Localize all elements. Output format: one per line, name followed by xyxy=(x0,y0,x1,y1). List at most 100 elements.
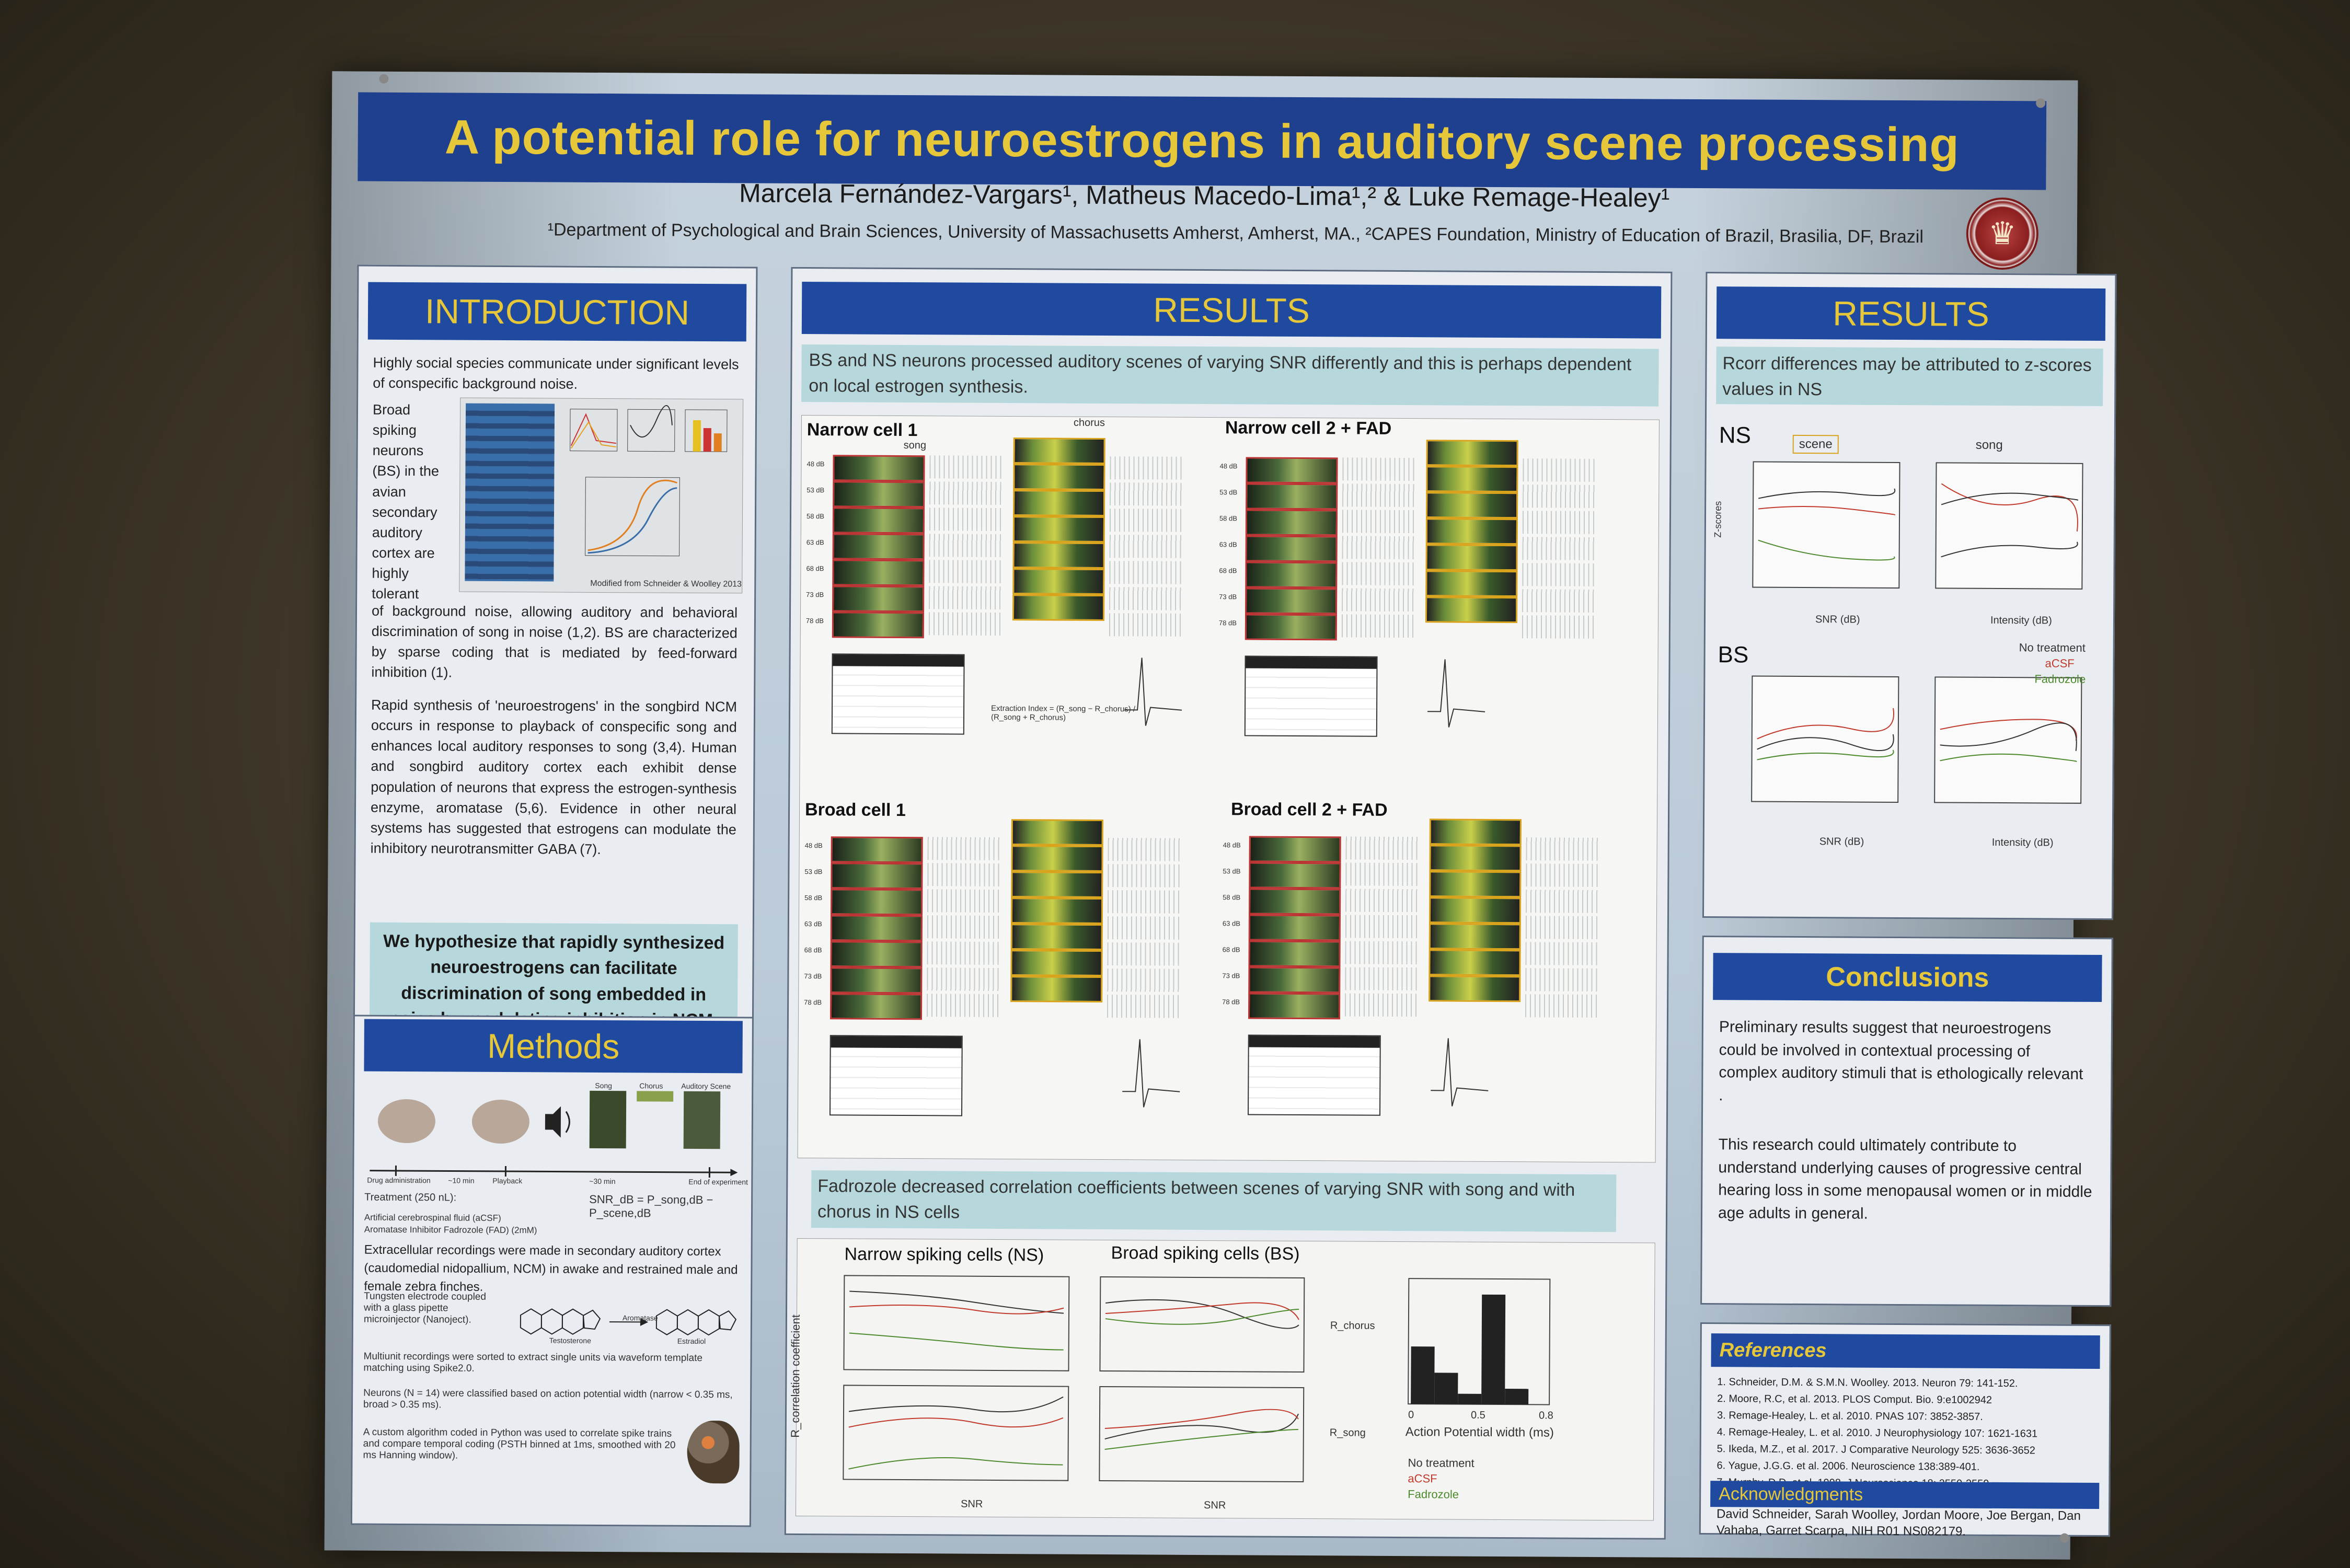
snr-row-label: 63 dB xyxy=(1219,540,1237,549)
snr-row-label: 68 dB xyxy=(806,564,824,573)
snr-row-label: 78 dB xyxy=(1222,998,1240,1006)
finding-1-box: BS and NS neurons processed auditory sce… xyxy=(801,344,1659,407)
chorus-spectrogram xyxy=(1429,818,1522,846)
university-seal-logo: ♛ xyxy=(1966,197,2039,270)
zebra-finch-image xyxy=(687,1420,740,1484)
spike-raster xyxy=(927,967,1000,991)
spike-raster xyxy=(1345,967,1419,991)
spike-raster xyxy=(1522,589,1596,613)
treatment-fad: Aromatase Inhibitor Fadrozole (FAD) (2mM… xyxy=(364,1224,537,1236)
snr-row-label: 58 dB xyxy=(806,512,825,521)
scene-spectrogram xyxy=(1245,561,1338,589)
spike-raster xyxy=(927,863,1001,886)
spike-raster xyxy=(1522,615,1596,639)
spike-raster xyxy=(927,837,1001,860)
scene-spectrogram xyxy=(830,889,923,916)
bs-xlabel-intensity: Intensity (dB) xyxy=(1991,836,2054,849)
methods-paragraph-4: A custom algorithm coded in Python was u… xyxy=(363,1426,676,1461)
spike-raster xyxy=(927,889,1001,913)
chorus-spectrogram xyxy=(1429,871,1522,898)
results-center-heading: RESULTS xyxy=(801,281,1662,339)
spike-raster xyxy=(1345,889,1419,913)
cell-label-narrow-1: Narrow cell 1 xyxy=(807,420,918,441)
scene-spectrogram xyxy=(1248,914,1341,941)
chorus-spectrogram xyxy=(1429,845,1522,872)
right-legend-acsf: aCSF xyxy=(2045,656,2075,670)
methods-diagram xyxy=(370,1090,738,1178)
spike-waveform xyxy=(1431,1038,1489,1106)
spike-raster xyxy=(929,481,1003,505)
title-banner: A potential role for neuroestrogens in a… xyxy=(358,92,2047,190)
snr-row-label: 63 dB xyxy=(1222,919,1240,928)
scene-spectrogram xyxy=(830,993,923,1020)
spike-raster xyxy=(927,915,1000,939)
finding-2-box: Fadrozole decreased correlation coeffici… xyxy=(811,1170,1617,1232)
snr-row-label: 58 dB xyxy=(804,894,823,902)
timeline-end: End of experiment xyxy=(688,1177,748,1186)
intro-paragraph-2: of background noise, allowing auditory a… xyxy=(371,603,738,681)
conclusions-paragraph-2: This research could ultimately contribut… xyxy=(1718,1136,2092,1223)
cell-label-broad-2-fad: Broad cell 2 + FAD xyxy=(1230,799,1388,820)
spike-raster xyxy=(1342,510,1416,534)
spike-raster xyxy=(1526,863,1599,887)
spike-raster xyxy=(1345,836,1419,860)
hist-tick-1: 0.5 xyxy=(1470,1409,1485,1421)
results-right-panel: RESULTS Rcorr differences may be attribu… xyxy=(1702,272,2117,920)
spike-raster xyxy=(929,534,1003,558)
spike-raster xyxy=(929,508,1003,532)
scene-spectrogram xyxy=(1245,587,1338,615)
spike-raster xyxy=(1109,509,1183,532)
spike-raster xyxy=(929,455,1003,479)
scene-spectrogram xyxy=(832,533,925,560)
spike-raster xyxy=(1108,890,1181,914)
spike-raster xyxy=(928,612,1003,636)
chorus-spectrogram xyxy=(1012,490,1105,517)
snr-row-label: 68 dB xyxy=(1222,946,1240,954)
conclusions-paragraph-1: Preliminary results suggest that neuroes… xyxy=(1719,1018,2083,1104)
methods-heading: Methods xyxy=(364,1019,743,1074)
scene-spectrogram xyxy=(1249,862,1341,889)
scene-spectrogram xyxy=(831,862,923,890)
hist-tick-0: 0 xyxy=(1408,1409,1414,1421)
spike-raster xyxy=(1109,535,1183,558)
spike-raster xyxy=(1525,994,1599,1018)
poster-title: A potential role for neuroestrogens in a… xyxy=(444,110,1960,172)
panel-label-scene: scene xyxy=(1792,434,1839,454)
chorus-spectrogram xyxy=(1012,594,1105,621)
scene-spectrogram xyxy=(832,612,925,639)
scene-spectrogram xyxy=(1248,993,1341,1020)
spike-raster xyxy=(1345,941,1419,965)
hist-tick-2: 0.8 xyxy=(1538,1410,1553,1422)
snr-row-label: 78 dB xyxy=(804,998,822,1007)
spike-raster xyxy=(1108,838,1181,861)
spike-raster xyxy=(1344,993,1419,1017)
spike-raster xyxy=(1345,862,1419,886)
references-list: 1. Schneider, D.M. & S.M.N. Woolley. 201… xyxy=(1717,1374,2099,1493)
spike-raster xyxy=(1110,482,1183,506)
rcorr-plots xyxy=(843,1275,1551,1483)
scene-spectrogram xyxy=(832,559,925,586)
spike-raster xyxy=(926,994,1000,1017)
spike-raster xyxy=(1345,915,1419,939)
intro-paragraph-1: Highly social species communicate under … xyxy=(373,354,739,392)
legend-fadrozole: Fadrozole xyxy=(1408,1488,1459,1501)
results-center-panel: RESULTS BS and NS neurons processed audi… xyxy=(784,267,1673,1540)
intro-charts xyxy=(570,405,728,557)
cell-label-narrow-2-fad: Narrow cell 2 + FAD xyxy=(1225,418,1392,439)
spike-raster xyxy=(1342,562,1415,586)
correlation-figure: Narrow spiking cells (NS) Broad spiking … xyxy=(789,1238,1655,1521)
snr-row-label: 48 dB xyxy=(804,841,823,850)
conclusions-heading: Conclusions xyxy=(1713,953,2102,1002)
chorus-spectrogram xyxy=(1011,845,1103,872)
spike-waveform xyxy=(1427,659,1485,728)
scene-spectrogram xyxy=(830,941,923,968)
bs-xlabel-snr: SNR (dB) xyxy=(1819,836,1864,848)
legend-acsf: aCSF xyxy=(1408,1472,1437,1485)
spike-raster xyxy=(1523,458,1596,482)
scene-spectrogram xyxy=(833,481,925,508)
snr-row-label: 53 dB xyxy=(1219,488,1238,497)
chorus-spectrogram xyxy=(1012,516,1105,543)
stim-label-chorus: Chorus xyxy=(639,1081,663,1090)
spike-raster xyxy=(929,560,1003,584)
chorus-spectrogram xyxy=(1429,949,1521,976)
